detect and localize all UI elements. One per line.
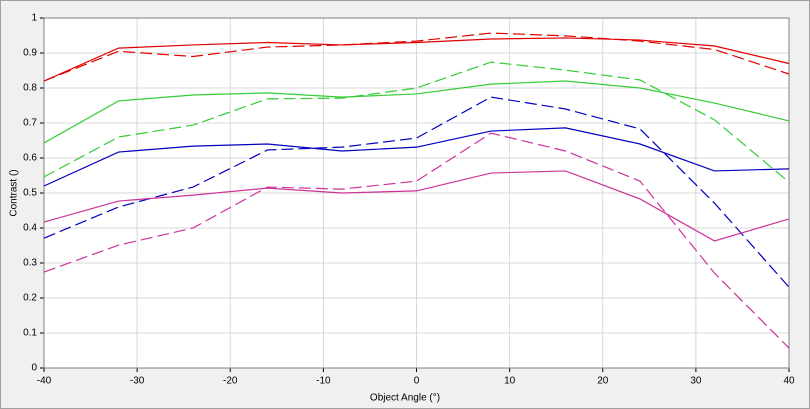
- y-tick-label: 0.3: [23, 258, 37, 269]
- y-tick-label: 0.8: [23, 83, 37, 94]
- series-line: [43, 96, 790, 288]
- plot-border: [43, 17, 790, 369]
- x-tick-label: -10: [316, 376, 331, 387]
- series-line: [43, 32, 790, 82]
- y-tick-label: 0.2: [23, 293, 37, 304]
- series-line: [43, 170, 790, 242]
- y-tick-label: 0.4: [23, 223, 37, 234]
- x-tick-label: 40: [783, 376, 795, 387]
- y-tick-label: 0.5: [23, 188, 37, 199]
- x-tick-label: 30: [690, 376, 702, 387]
- series-line: [43, 37, 790, 82]
- series-line: [43, 132, 790, 349]
- y-tick-label: 0.6: [23, 153, 37, 164]
- x-tick-label: 0: [414, 376, 420, 387]
- x-tick-label: -20: [223, 376, 238, 387]
- y-tick-label: 0.9: [23, 48, 37, 59]
- x-tick-label: 10: [504, 376, 516, 387]
- x-axis-label: Object Angle (°): [370, 393, 440, 404]
- y-tick-label: 0: [31, 363, 37, 374]
- y-tick-label: 1: [31, 13, 37, 24]
- y-axis-label: Contrast (): [9, 169, 20, 216]
- y-tick-label: 0.1: [23, 328, 37, 339]
- x-tick-label: -30: [130, 376, 145, 387]
- series-line: [43, 80, 790, 144]
- x-tick-label: -40: [37, 376, 52, 387]
- series-line: [43, 127, 790, 187]
- y-tick-label: 0.7: [23, 118, 37, 129]
- x-tick-label: 20: [597, 376, 609, 387]
